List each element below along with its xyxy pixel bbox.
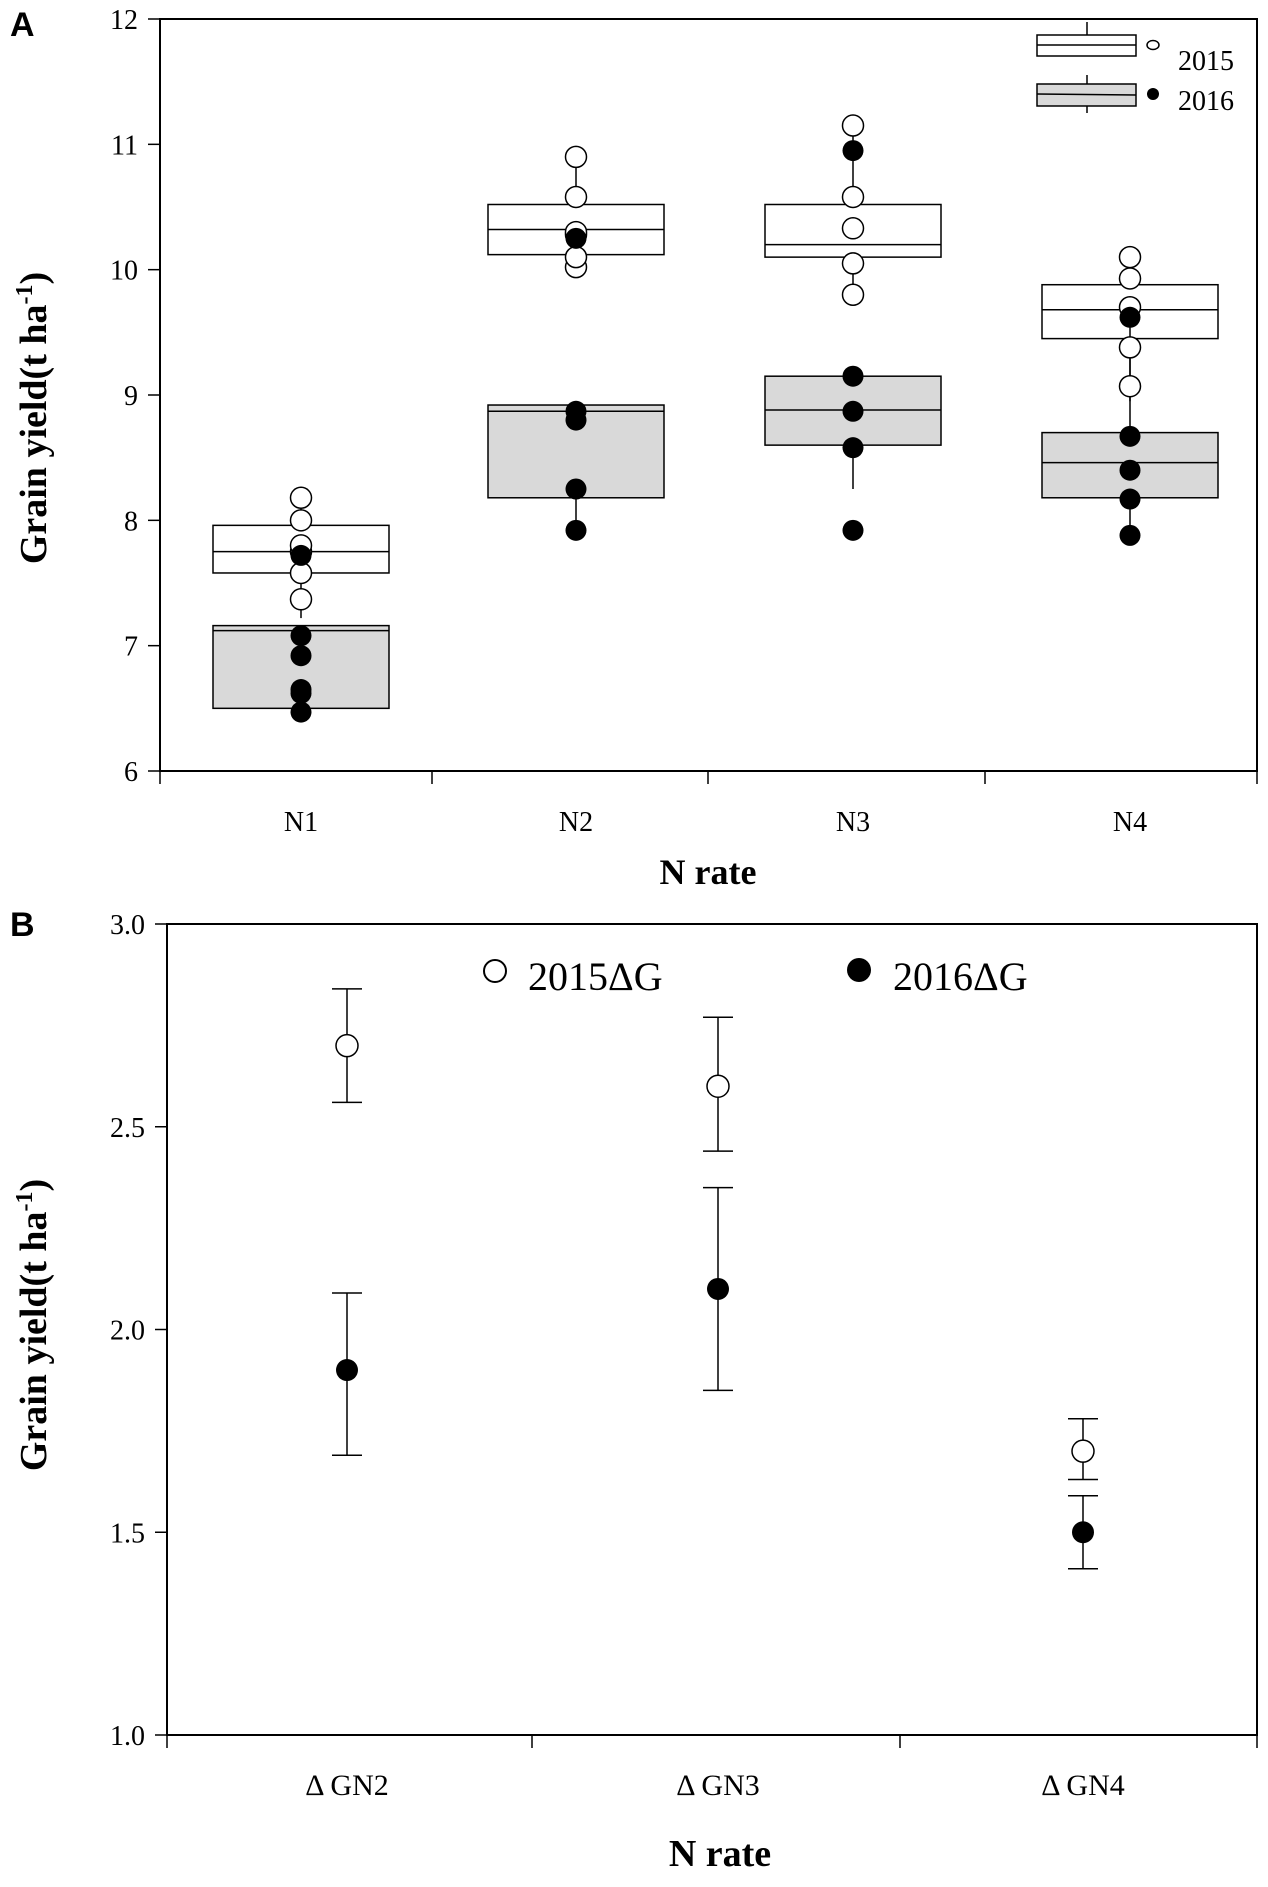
legend-2015-label: 2015	[1178, 46, 1234, 77]
point-2016-N4	[1119, 488, 1141, 510]
legend-2015dg-label: 2015ΔG	[528, 954, 663, 999]
panel-a-y-tick-label: 11	[111, 130, 138, 161]
panel-b-x-tick-label: Δ GN4	[1041, 1769, 1124, 1802]
legend-2015-marker	[1146, 39, 1160, 51]
legend-2016dg-label: 2016ΔG	[893, 954, 1028, 999]
point-2015-N3	[841, 217, 865, 240]
point-2016-N1	[290, 625, 312, 647]
point-2016-N2	[565, 227, 587, 249]
panel-a-x-axis: N1 N2 N3 N4	[159, 771, 1258, 838]
panel-a-x-tick-label: N1	[284, 807, 318, 838]
panel-b-x-axis: Δ GN2 Δ GN3 Δ GN4	[166, 1735, 1258, 1802]
panel-b: B 1.0 1.5 2.0 2.5 3.0 Δ GN2 Δ GN3 Δ GN4 2015ΔG…	[10, 906, 1258, 1875]
panel-a-y-tick-label: 9	[124, 381, 138, 412]
point-2015-N4	[1118, 374, 1142, 398]
panel-b-y-tick-label: 2.5	[110, 1113, 145, 1144]
point-2016-N1	[290, 544, 312, 566]
point-2016-N2	[565, 478, 587, 500]
panel-a-boxes	[212, 125, 1219, 710]
point-2016-N4	[1119, 425, 1141, 447]
point-2016-N2	[565, 400, 587, 422]
point-2015-N3	[841, 283, 865, 306]
point-2016-N4	[1119, 524, 1141, 546]
point-2015-N3	[841, 114, 865, 137]
mean-point-2015ΔG-2	[1071, 1439, 1095, 1463]
panel-a-x-tick-label: N3	[836, 807, 870, 838]
point-2016-N1	[290, 679, 312, 701]
point-2015-N3	[841, 252, 865, 275]
point-2016-N3	[842, 437, 864, 459]
panel-a-y-tick-label: 7	[124, 632, 138, 663]
mean-point-2016ΔG-1	[707, 1277, 729, 1300]
legend-2015dg-marker	[483, 959, 507, 983]
legend-2016dg-marker	[847, 958, 871, 982]
point-2015-N3	[841, 185, 865, 209]
mean-point-2016ΔG-2	[1072, 1521, 1094, 1544]
panel-b-plot-frame	[166, 923, 1258, 1736]
point-2015-N1	[289, 509, 313, 532]
point-2016-N1	[290, 701, 312, 723]
panel-a-label: A	[10, 6, 35, 44]
panel-b-y-tick-label: 3.0	[110, 910, 145, 941]
panel-a-y-axis: 6 7 8 9 10 11 12	[110, 5, 160, 788]
point-2016-N3	[842, 140, 864, 162]
point-2016-N3	[842, 365, 864, 387]
legend-2016-label: 2016	[1178, 86, 1234, 117]
point-2015-N1	[289, 486, 313, 510]
panel-a-x-tick-label: N4	[1113, 807, 1147, 838]
panel-a-x-axis-title: N rate	[660, 852, 757, 892]
panel-a-points	[289, 114, 1142, 723]
panel-b-y-tick-label: 1.0	[110, 1721, 145, 1752]
panel-b-legend: 2015ΔG 2016ΔG	[483, 954, 1028, 999]
legend-2016-marker	[1147, 88, 1159, 100]
panel-b-x-tick-label: Δ GN2	[305, 1769, 388, 1802]
panel-b-y-tick-label: 2.0	[110, 1316, 145, 1347]
panel-a-y-tick-label: 10	[110, 256, 138, 287]
point-2016-N3	[842, 519, 864, 541]
point-2015-N2	[564, 185, 588, 209]
panel-a-y-tick-label: 12	[110, 5, 138, 36]
panel-b-label: B	[10, 906, 35, 944]
point-2015-N2	[564, 145, 588, 169]
point-2015-N4	[1118, 245, 1142, 269]
panel-a-x-tick-label: N2	[559, 807, 593, 838]
panel-b-y-tick-label: 1.5	[110, 1518, 145, 1549]
point-2016-N4	[1119, 306, 1141, 328]
mean-point-2015ΔG-1	[706, 1074, 730, 1098]
point-2015-N4	[1118, 336, 1142, 359]
panel-a-legend: 2015 2016	[1036, 22, 1234, 117]
panel-a-y-tick-label: 6	[124, 757, 138, 788]
point-2015-N4	[1118, 267, 1142, 290]
point-2016-N4	[1119, 459, 1141, 481]
point-2015-N2	[564, 245, 588, 269]
panel-b-x-axis-title: N rate	[669, 1833, 771, 1875]
panel-b-y-axis-title: Grain yield(t ha-1)	[12, 1179, 55, 1471]
panel-a-y-axis-title: Grain yield(t ha-1)	[12, 272, 55, 564]
point-2015-N1	[289, 588, 313, 611]
panel-a-y-tick-label: 8	[124, 506, 138, 537]
mean-point-2016ΔG-0	[336, 1359, 358, 1382]
panel-a: A 6 7 8 9 10 11 12 N1 N2 N3 N4 2015 2016 N rate G…	[10, 5, 1258, 892]
mean-point-2015ΔG-0	[335, 1033, 359, 1058]
point-2016-N2	[565, 519, 587, 541]
panel-b-x-tick-label: Δ GN3	[676, 1769, 759, 1802]
panel-b-points	[335, 1033, 1095, 1544]
point-2016-N3	[842, 400, 864, 422]
point-2016-N1	[290, 645, 312, 667]
panel-b-y-axis: 1.0 1.5 2.0 2.5 3.0	[110, 910, 167, 1752]
